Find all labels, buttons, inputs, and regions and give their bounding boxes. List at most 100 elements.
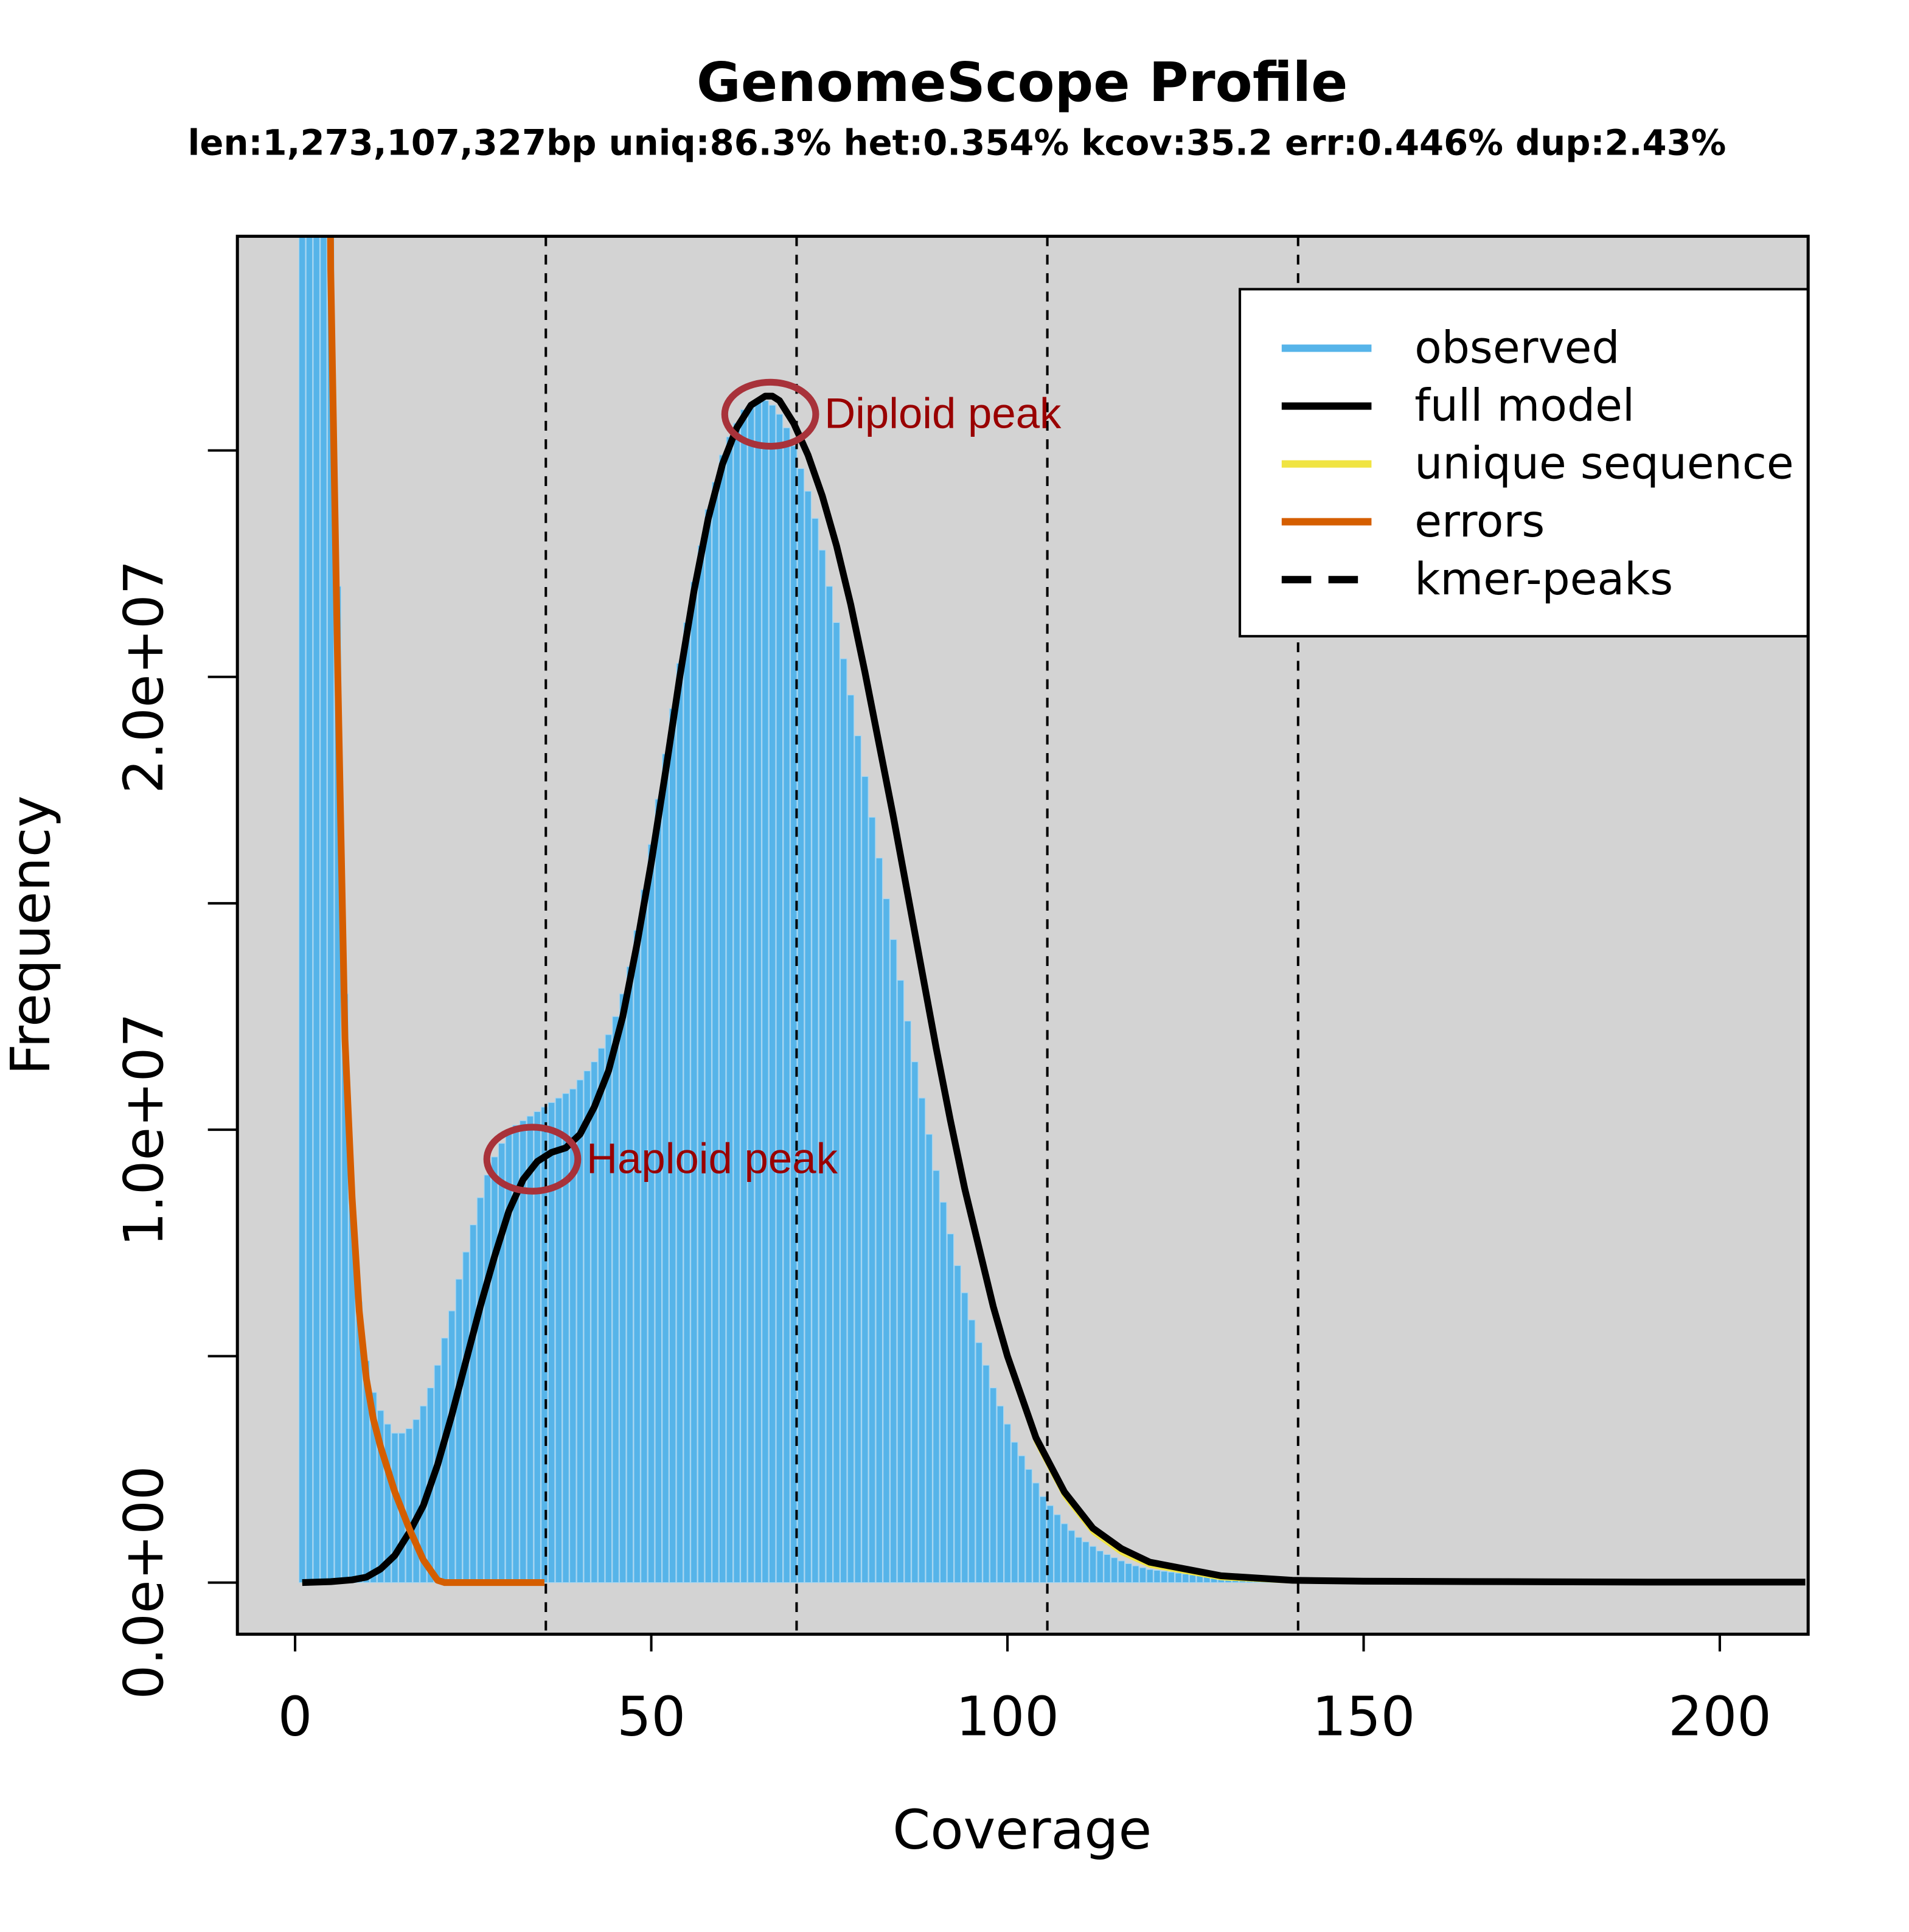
peak-marker	[721, 378, 819, 450]
histogram-bar	[733, 423, 740, 1583]
histogram-bar	[975, 1342, 983, 1583]
histogram-bar	[1110, 1557, 1118, 1583]
histogram-bar	[847, 694, 855, 1583]
annotation: Diploid peak	[824, 389, 1062, 437]
histogram-bar	[1010, 1442, 1018, 1583]
x-tick-label: 200	[1668, 1684, 1772, 1748]
histogram-bar	[1046, 1505, 1054, 1583]
histogram-bar	[1068, 1530, 1076, 1583]
histogram-bar	[868, 816, 876, 1583]
histogram-bar	[989, 1387, 997, 1583]
histogram-bar	[718, 454, 726, 1583]
histogram-bar	[1089, 1546, 1097, 1583]
histogram-bar	[918, 1097, 926, 1583]
histogram-bar	[812, 518, 819, 1583]
model-line	[327, 236, 544, 1586]
histogram-bar	[612, 1016, 619, 1583]
histogram-bar	[1132, 1565, 1139, 1583]
y-axis-title: Frequency	[0, 796, 62, 1075]
histogram-bar	[555, 1097, 563, 1583]
histogram-bar	[897, 979, 905, 1583]
histogram-bar	[1096, 1550, 1104, 1583]
histogram-bar	[455, 1279, 463, 1583]
x-tick-label: 150	[1312, 1684, 1416, 1748]
histogram-bar	[1054, 1514, 1061, 1583]
histogram-bar	[982, 1364, 990, 1583]
histogram-bar	[576, 1079, 584, 1583]
histogram-bar	[854, 735, 862, 1583]
histogram-bar	[797, 468, 805, 1583]
histogram-bar	[1153, 1569, 1161, 1583]
histogram-bar	[747, 405, 755, 1583]
histogram-bar	[1125, 1563, 1132, 1583]
x-tick-label: 50	[617, 1684, 686, 1748]
histogram-bar	[904, 1020, 911, 1583]
histogram-bar	[298, 236, 306, 1583]
histogram-bar	[1189, 1574, 1197, 1583]
histogram-bar	[676, 662, 684, 1583]
histogram-bar	[947, 1233, 955, 1583]
histogram-bar	[954, 1265, 961, 1583]
histogram-bar	[1175, 1572, 1182, 1583]
plot-area: Haploid peak Diploid peak observed full mod…	[298, 236, 1809, 1635]
histogram-bar	[1018, 1455, 1026, 1583]
histogram-bar	[534, 1111, 541, 1583]
x-tick-label: 100	[956, 1684, 1059, 1748]
histogram-bar	[591, 1061, 598, 1583]
histogram-bar	[633, 930, 641, 1583]
histogram-bar	[712, 482, 719, 1583]
histogram-bar	[925, 1133, 933, 1583]
legend: observed full model unique sequence errors k…	[1239, 288, 1809, 638]
chart-subtitle: len:1,273,107,327bp uniq:86.3% het:0.354…	[188, 122, 1726, 163]
legend-label: errors	[1414, 496, 1545, 547]
legend-label: unique sequence	[1414, 438, 1793, 490]
histogram-bar	[1167, 1571, 1175, 1583]
histogram-bar	[597, 1048, 605, 1583]
histogram-bar	[697, 545, 705, 1583]
histogram-bar	[933, 1170, 940, 1583]
histogram-bar	[889, 939, 897, 1583]
histogram-bar	[605, 1034, 613, 1583]
histogram-bar	[911, 1061, 919, 1583]
x-tick-label: 0	[278, 1684, 313, 1748]
histogram-bar	[690, 581, 698, 1583]
histogram-bar	[405, 1428, 413, 1583]
histogram-bar	[377, 1410, 384, 1583]
histogram-bar	[883, 898, 890, 1583]
legend-label: full model	[1414, 380, 1635, 432]
y-tick-label: 2.0e+07	[112, 560, 175, 794]
histogram-bar	[476, 1197, 484, 1583]
histogram-bar	[840, 658, 847, 1583]
histogram-bar	[704, 509, 712, 1583]
histogram-bar	[818, 549, 826, 1583]
legend-label: observed	[1414, 322, 1619, 374]
histogram-bar	[441, 1337, 448, 1583]
histogram-bar	[655, 799, 662, 1583]
histogram-bar	[968, 1319, 976, 1583]
histogram-bar	[1025, 1468, 1033, 1583]
histogram-bar	[412, 1419, 420, 1583]
histogram-bar	[762, 400, 769, 1583]
histogram-bar	[548, 1102, 555, 1583]
histogram-bar	[1032, 1482, 1040, 1583]
histogram-bar	[626, 966, 634, 1583]
annotation: Haploid peak	[586, 1134, 838, 1182]
histogram-bar	[1060, 1523, 1068, 1583]
histogram-bar	[462, 1251, 470, 1583]
histogram-bar	[875, 857, 883, 1583]
histogram-bar	[562, 1093, 569, 1583]
histogram-bar	[683, 622, 690, 1583]
histogram-bar	[1181, 1573, 1189, 1583]
histogram-bar	[619, 993, 627, 1583]
histogram-bar	[726, 436, 734, 1583]
peak-marker	[483, 1124, 582, 1195]
histogram-bar	[826, 586, 833, 1583]
histogram-bar	[583, 1070, 591, 1583]
histogram-bar	[448, 1310, 456, 1583]
histogram-bar	[491, 1156, 498, 1583]
histogram-bar	[1146, 1569, 1154, 1583]
histogram-bar	[768, 405, 776, 1583]
histogram-bar	[1082, 1541, 1090, 1583]
y-tick-label: 0.0e+00	[112, 1466, 175, 1700]
